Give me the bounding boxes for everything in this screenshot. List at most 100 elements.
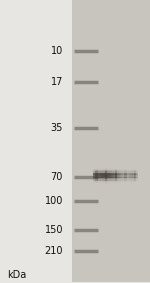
Bar [113,172,114,173]
Bar [129,175,130,176]
Bar [110,176,111,177]
Bar [119,179,120,180]
Bar [124,173,126,174]
Bar [119,170,120,171]
Bar [118,177,119,178]
Bar [102,170,103,171]
Bar [115,181,117,182]
Bar [106,178,108,179]
Bar [135,179,137,180]
Bar [135,177,137,178]
Bar [94,176,96,177]
Bar [133,178,135,179]
Bar [123,176,124,177]
Bar [136,181,138,182]
Bar [109,178,110,179]
Bar [122,175,123,176]
Bar [114,182,116,183]
Bar [95,179,97,180]
Bar [124,170,126,171]
Bar [120,175,121,176]
Bar [133,180,135,181]
Bar [133,171,135,172]
Bar [99,173,100,174]
Bar [119,174,120,175]
Bar [113,175,114,176]
Bar [132,179,134,180]
Bar [112,177,113,178]
Bar [93,180,94,181]
Bar [134,179,136,180]
Bar [119,172,120,173]
Bar [119,174,120,175]
Bar [132,172,134,173]
Bar [110,173,111,174]
Bar [99,181,100,182]
Bar [125,176,127,177]
Bar [119,171,120,172]
Bar [111,168,112,169]
Bar [101,181,102,182]
Bar [135,178,137,179]
Bar [129,171,130,172]
Bar [118,174,119,175]
Bar [103,179,104,180]
Bar [129,178,130,179]
Bar [101,173,102,174]
Bar [112,174,113,175]
Bar [104,173,106,174]
Bar [129,178,130,179]
Bar [98,176,99,177]
Bar [129,170,130,171]
Bar [134,175,136,176]
Bar [105,177,107,178]
Bar [123,170,124,171]
Bar [103,174,104,175]
Bar [94,174,96,175]
Bar [105,176,107,177]
Bar [130,173,131,174]
Bar [112,179,113,180]
Bar [122,169,123,170]
Bar [111,181,112,182]
Bar [134,176,136,177]
Bar [126,173,128,174]
Bar [101,174,102,175]
Bar [109,174,110,175]
Bar [122,178,123,179]
Bar [106,175,108,176]
Bar [118,181,119,182]
Bar [132,178,134,179]
Bar [119,175,120,176]
Bar [131,173,132,174]
Bar [96,180,98,181]
Bar [98,180,99,181]
Bar [135,169,137,170]
Bar [102,176,103,177]
Bar [126,178,128,179]
Bar [113,180,114,181]
Bar [121,179,122,180]
Bar [100,183,101,184]
Bar [93,177,94,178]
Bar [129,179,130,180]
Bar [108,174,109,175]
Bar [115,169,117,170]
Bar [123,177,124,178]
Bar [118,175,119,176]
Bar [116,168,118,169]
Bar [95,170,97,171]
Bar [96,176,98,177]
Bar [99,178,100,179]
Bar [93,178,94,179]
Bar [131,181,132,182]
Bar [131,178,132,179]
Bar [128,175,129,176]
Bar [133,177,135,178]
Bar [110,174,111,175]
Bar [130,178,131,179]
Bar [125,179,127,180]
Bar [114,178,116,179]
Bar [123,178,124,179]
Bar [128,178,129,179]
